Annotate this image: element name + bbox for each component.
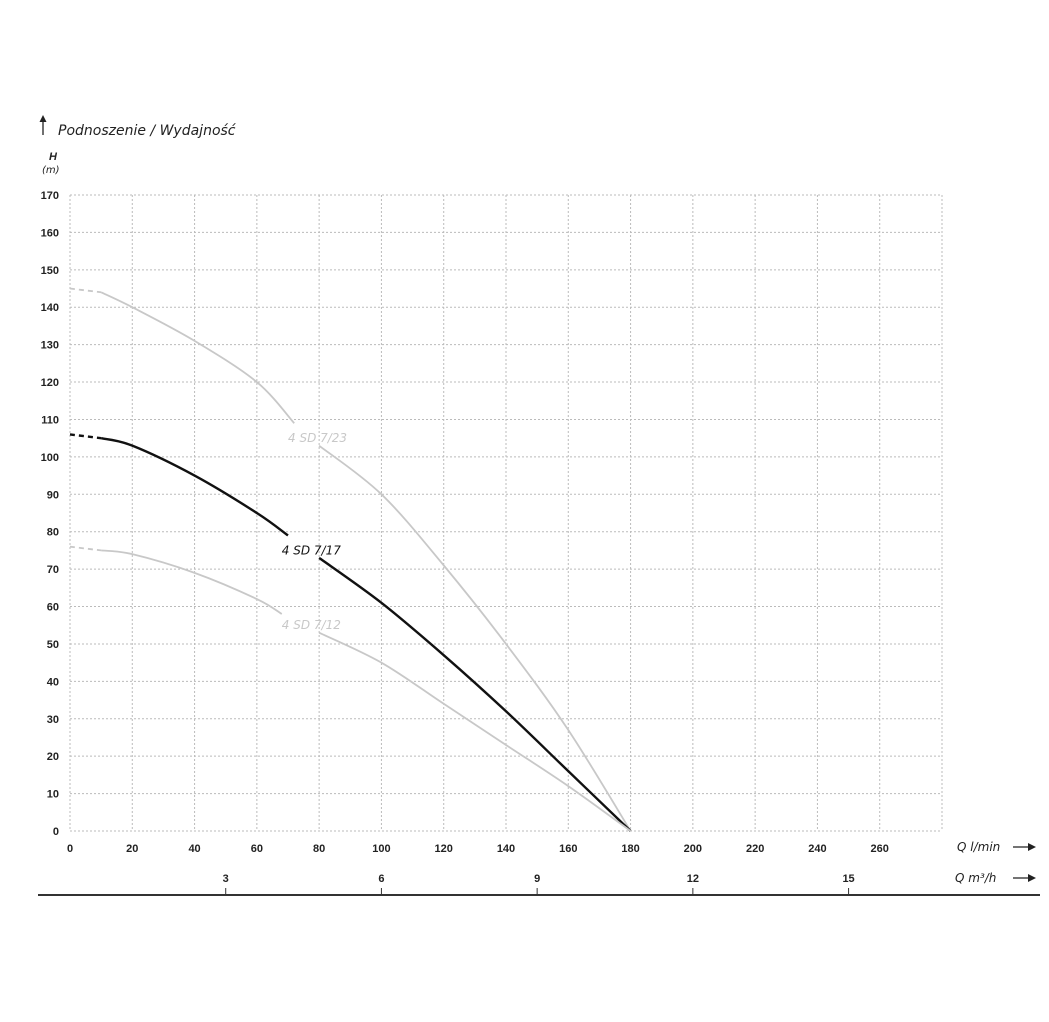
y-tick-label: 80 xyxy=(47,527,59,539)
x2-tick-label: 15 xyxy=(842,873,854,885)
curve-dashed-start xyxy=(69,545,102,552)
arrow-right-icon xyxy=(1013,874,1036,882)
secondary-x-axis: 3 6 9 12 15 xyxy=(38,873,1040,896)
x-tick-label: 0 xyxy=(67,843,73,855)
curve-dashed-start xyxy=(69,433,102,440)
y-tick-label: 70 xyxy=(47,564,59,576)
x-tick-label: 220 xyxy=(746,843,764,855)
series-label: 4 SD 7/23 xyxy=(288,431,347,445)
series-label: 4 SD 7/17 xyxy=(282,543,341,557)
y-tick-label: 90 xyxy=(47,489,59,501)
x-tick-label: 160 xyxy=(559,843,577,855)
curve-dashed-start xyxy=(69,287,102,294)
y-tick-label: 140 xyxy=(41,302,59,314)
x-tick-label: 40 xyxy=(188,843,200,855)
y-tick-label: 170 xyxy=(41,190,59,202)
y-tick-label: 120 xyxy=(41,377,59,389)
curve-segment xyxy=(101,549,283,615)
x2-tick-label: 3 xyxy=(223,873,229,885)
x2-tick-label: 9 xyxy=(534,873,540,885)
curve-segment xyxy=(100,291,295,424)
x-tick-labels: 0 20 40 60 80 100 120 140 160 180 200 220 240 260 xyxy=(67,843,889,855)
y-tick-label: 160 xyxy=(41,227,59,239)
curve-segment xyxy=(318,556,632,832)
x2-tick-label: 6 xyxy=(378,873,384,885)
x-tick-label: 60 xyxy=(251,843,263,855)
x-tick-label: 20 xyxy=(126,843,138,855)
y-tick-label: 100 xyxy=(41,452,59,464)
curve-segment xyxy=(100,437,289,537)
y-tick-label: 20 xyxy=(47,751,59,763)
x2-tick-label: 12 xyxy=(687,873,699,885)
curve-segment xyxy=(318,444,632,832)
y-axis-unit: (m) xyxy=(42,165,60,176)
y-tick-label: 10 xyxy=(47,789,59,801)
x-tick-label: 140 xyxy=(497,843,515,855)
up-arrow-icon xyxy=(39,115,47,135)
y-tick-label: 60 xyxy=(47,602,59,614)
y-tick-label: 150 xyxy=(41,265,59,277)
y-tick-label: 50 xyxy=(47,639,59,651)
x-tick-label: 100 xyxy=(372,843,390,855)
curves: 4 SD 7/23 4 SD 7/17 4 SD 7/12 xyxy=(69,287,632,832)
grid xyxy=(69,194,943,832)
y-tick-label: 0 xyxy=(53,826,59,838)
x2-axis-label: Q m³/h xyxy=(955,871,996,885)
series-label: 4 SD 7/12 xyxy=(282,618,341,632)
x-tick-label: 80 xyxy=(313,843,325,855)
curve-segment xyxy=(318,631,632,832)
y-tick-label: 40 xyxy=(47,676,59,688)
x-axis-label: Q l/min xyxy=(957,840,1000,854)
y-tick-label: 110 xyxy=(41,414,59,426)
y-tick-label: 130 xyxy=(41,340,59,352)
arrow-right-icon xyxy=(1013,843,1036,851)
y-tick-label: 30 xyxy=(47,714,59,726)
x-tick-label: 120 xyxy=(435,843,453,855)
x-tick-label: 180 xyxy=(621,843,639,855)
chart-title: Podnoszenie / Wydajność xyxy=(58,123,237,139)
x-tick-label: 240 xyxy=(808,843,826,855)
x-tick-label: 260 xyxy=(871,843,889,855)
y-axis-label: H xyxy=(49,151,58,163)
x-tick-label: 200 xyxy=(684,843,702,855)
y-tick-labels: 0 10 20 30 40 50 60 70 80 90 100 110 120 130 140 150 160… xyxy=(41,190,59,838)
